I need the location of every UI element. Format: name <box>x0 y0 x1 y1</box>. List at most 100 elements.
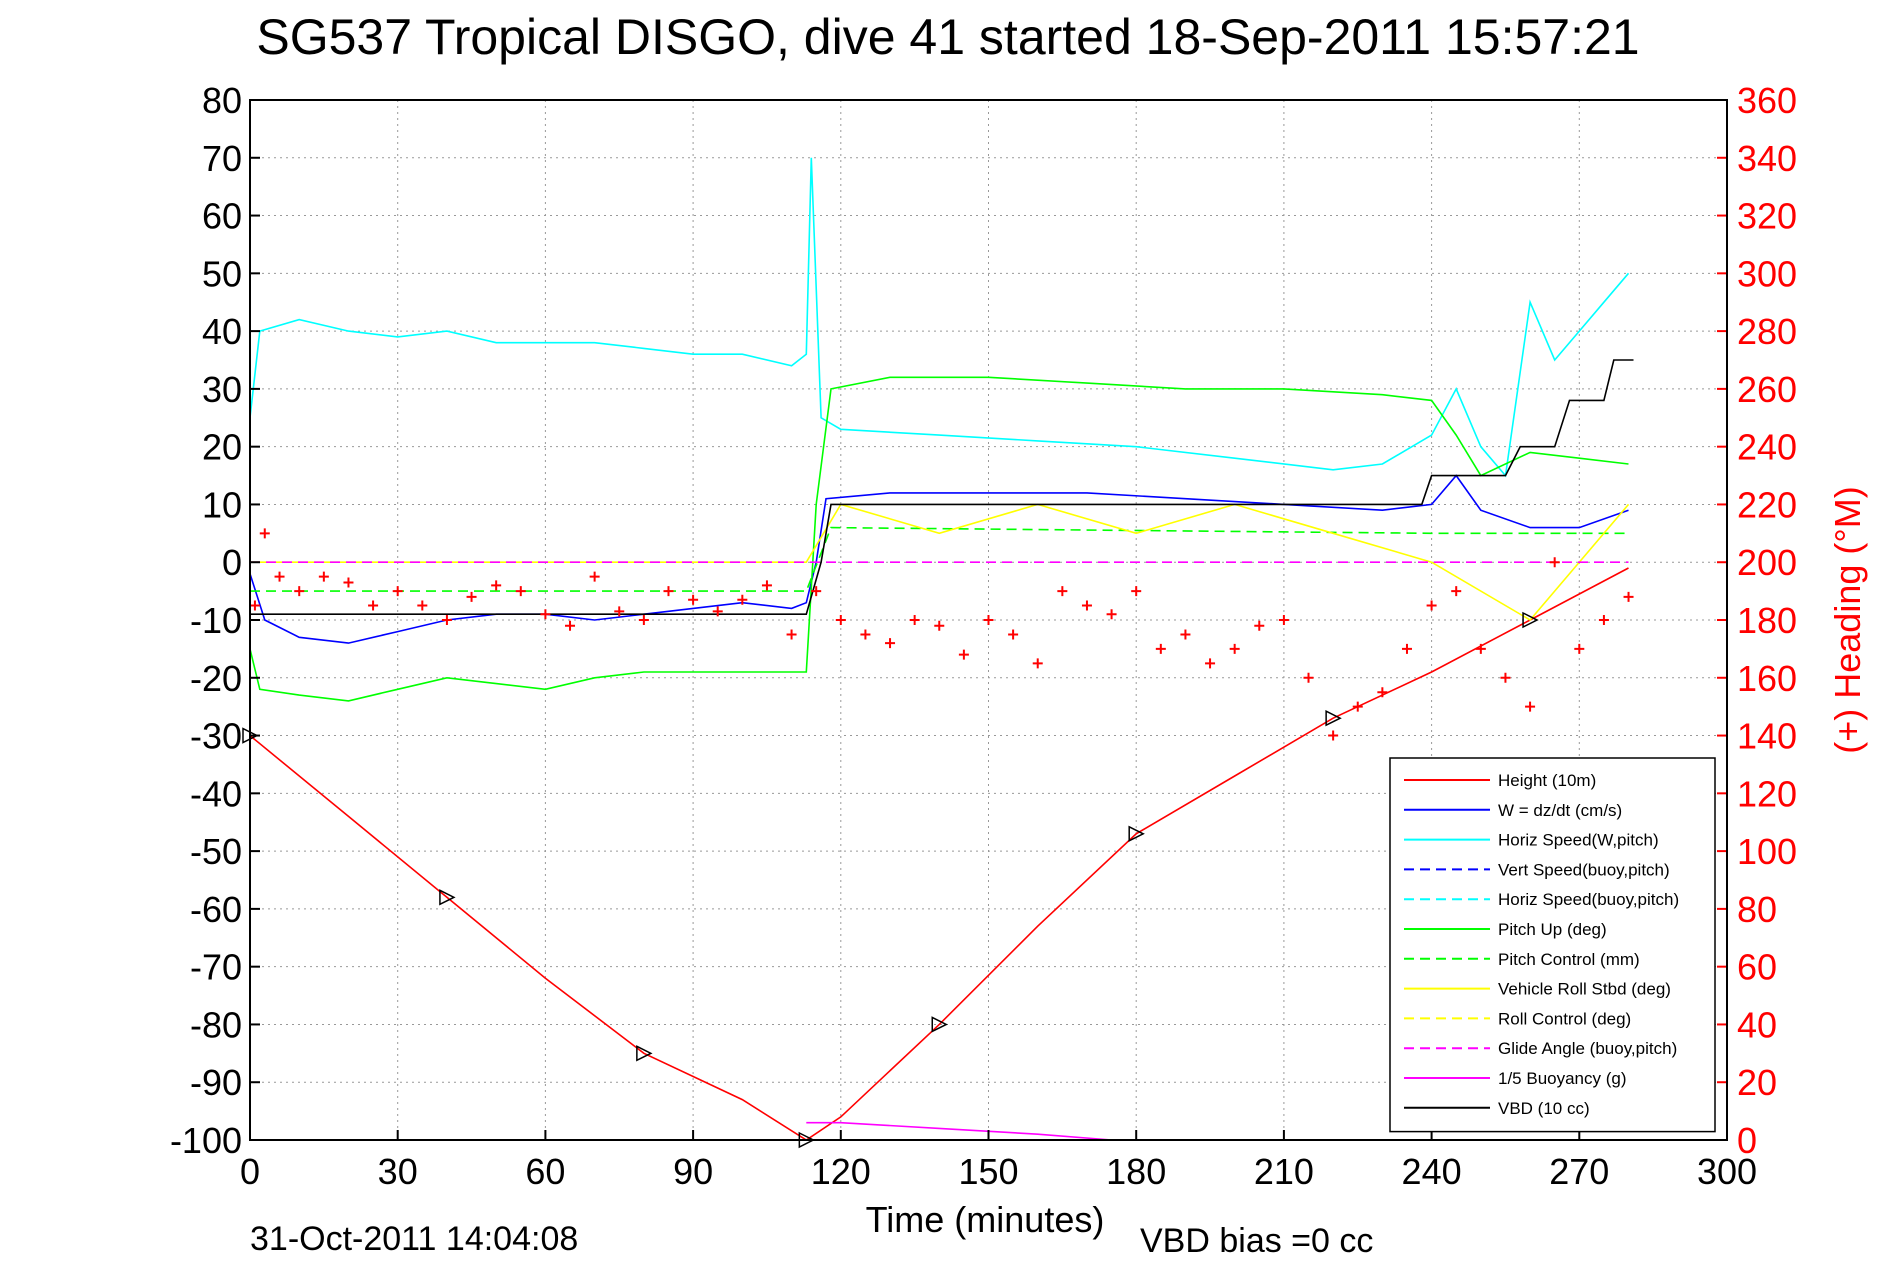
heading-point <box>1623 591 1634 602</box>
heading-point <box>1451 586 1462 597</box>
y-tick-label: -40 <box>190 773 242 814</box>
heading-point <box>1081 600 1092 611</box>
y-tick-label: -70 <box>190 947 242 988</box>
y2-tick-label: 260 <box>1737 369 1797 410</box>
legend-label: Pitch Control (mm) <box>1498 950 1640 969</box>
heading-point <box>614 606 625 617</box>
heading-point <box>1155 643 1166 654</box>
heading-point <box>663 586 674 597</box>
heading-point <box>294 586 305 597</box>
y2-tick-label: 180 <box>1737 600 1797 641</box>
heading-point <box>786 629 797 640</box>
heading-point <box>1008 629 1019 640</box>
y-tick-label: 80 <box>202 80 242 121</box>
y-tick-label: 20 <box>202 427 242 468</box>
y-tick-label: 70 <box>202 138 242 179</box>
x-tick-label: 60 <box>525 1151 565 1192</box>
y-tick-label: -20 <box>190 658 242 699</box>
x-axis-label: Time (minutes) <box>866 1199 1105 1240</box>
y2-tick-label: 220 <box>1737 484 1797 525</box>
y-tick-label: -90 <box>190 1062 242 1103</box>
height-marker <box>931 1016 948 1033</box>
y-tick-label: -30 <box>190 716 242 757</box>
y2-tick-label: 300 <box>1737 253 1797 294</box>
series-line-10 <box>806 1121 1112 1141</box>
timestamp: 31-Oct-2011 14:04:08 <box>250 1220 578 1258</box>
heading-point <box>1426 600 1437 611</box>
heading-point <box>1549 557 1560 568</box>
chart-title: SG537 Tropical DISGO, dive 41 started 18… <box>256 9 1639 65</box>
heading-point <box>1500 672 1511 683</box>
x-tick-label: 150 <box>958 1151 1018 1192</box>
legend-label: Horiz Speed(W,pitch) <box>1498 831 1659 850</box>
heading-point <box>712 606 723 617</box>
heading-point <box>1106 609 1117 620</box>
height-marker <box>1128 825 1145 842</box>
y-tick-label: 50 <box>202 253 242 294</box>
heading-point <box>1303 672 1314 683</box>
legend-label: Roll Control (deg) <box>1498 1009 1631 1028</box>
x-tick-label: 120 <box>811 1151 871 1192</box>
heading-point <box>343 577 354 588</box>
legend-label: Horiz Speed(buoy,pitch) <box>1498 890 1679 909</box>
series-line-11 <box>250 359 1634 616</box>
heading-point <box>466 591 477 602</box>
heading-point <box>1525 701 1536 712</box>
heading-point <box>1598 615 1609 625</box>
heading-point <box>249 600 260 611</box>
y2-tick-label: 140 <box>1737 716 1797 757</box>
heading-point <box>441 615 452 625</box>
heading-point <box>1032 658 1043 669</box>
y2-tick-label: 200 <box>1737 542 1797 583</box>
y-tick-label: -60 <box>190 889 242 930</box>
legend-label: 1/5 Buoyancy (g) <box>1498 1069 1627 1088</box>
x-tick-label: 300 <box>1697 1151 1757 1192</box>
y2-tick-label: 60 <box>1737 947 1777 988</box>
heading-point <box>1180 629 1191 640</box>
y2-tick-label: 280 <box>1737 311 1797 352</box>
heading-point <box>259 528 270 539</box>
x-tick-label: 240 <box>1402 1151 1462 1192</box>
x-tick-label: 0 <box>240 1151 260 1192</box>
heading-point <box>491 580 502 591</box>
heading-point <box>1057 586 1068 597</box>
legend-box <box>1389 757 1716 1133</box>
series-line-6 <box>250 526 1629 592</box>
heading-point <box>1131 586 1142 597</box>
legend-label: Height (10m) <box>1498 771 1596 790</box>
legend-label: W = dz/dt (cm/s) <box>1498 801 1622 820</box>
legend-label: Vehicle Roll Stbd (deg) <box>1498 980 1671 999</box>
height-markers <box>242 611 1539 1149</box>
x-tick-label: 90 <box>673 1151 713 1192</box>
heading-point <box>860 629 871 640</box>
y2-tick-label: 120 <box>1737 773 1797 814</box>
heading-point <box>934 620 945 631</box>
y2-tick-label: 160 <box>1737 658 1797 699</box>
y2-tick-label: 100 <box>1737 831 1797 872</box>
y2-axis-label: (+) Heading (°M) <box>1827 486 1868 753</box>
heading-point <box>885 638 896 649</box>
heading-point <box>1377 687 1388 698</box>
heading-point <box>983 615 994 625</box>
height-marker <box>1325 710 1342 727</box>
heading-point <box>958 649 969 660</box>
height-marker <box>1522 611 1539 629</box>
heading-markers <box>249 528 1634 741</box>
heading-point <box>1278 615 1289 625</box>
heading-point <box>368 600 379 611</box>
y2-tick-label: 20 <box>1737 1062 1777 1103</box>
heading-point <box>589 571 600 582</box>
series-layer <box>242 157 1634 1149</box>
y-tick-label: -10 <box>190 600 242 641</box>
series-line-2 <box>249 157 1630 478</box>
heading-point <box>565 620 576 631</box>
legend: Height (10m) W = dz/dt (cm/s) Horiz Speed(… <box>1389 757 1716 1133</box>
y-tick-label: 30 <box>202 369 242 410</box>
y-tick-label: 60 <box>202 196 242 237</box>
heading-point <box>540 609 551 620</box>
y-tick-label: 0 <box>222 542 242 583</box>
y2-tick-label: 340 <box>1737 138 1797 179</box>
y-tick-label: -50 <box>190 831 242 872</box>
legend-label: Pitch Up (deg) <box>1498 920 1607 939</box>
